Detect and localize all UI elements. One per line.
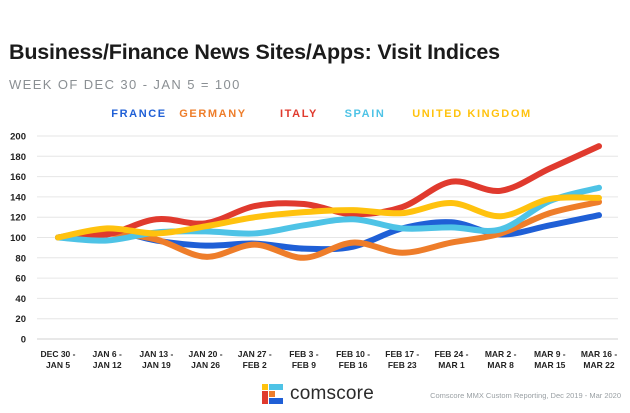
series-line-united-kingdom: [55, 194, 602, 241]
y-tick-label: 100: [10, 233, 26, 244]
x-tick-label: DEC 30 -: [41, 349, 76, 359]
legend-item: ITALY: [280, 108, 318, 120]
x-tick-label: MAR 16 -: [581, 349, 618, 359]
x-tick-label: JAN 6 -: [93, 349, 122, 359]
x-tick-label: JAN 13 -: [139, 349, 173, 359]
y-tick-label: 40: [15, 294, 26, 305]
legend-item: UNITED KINGDOM: [412, 108, 532, 120]
x-tick-label: JAN 27 -: [238, 349, 272, 359]
comscore-logo-icon: [262, 384, 283, 404]
x-tick-label: JAN 20 -: [189, 349, 223, 359]
x-tick-label: FEB 16: [339, 360, 368, 370]
y-tick-label: 60: [15, 274, 26, 285]
x-tick-label: MAR 9 -: [534, 349, 566, 359]
legend-item: GERMANY: [179, 108, 246, 120]
y-tick-label: 140: [10, 192, 26, 203]
chart-title: Business/Finance News Sites/Apps: Visit …: [9, 40, 500, 64]
y-tick-label: 160: [10, 172, 26, 183]
x-tick-label: FEB 23: [388, 360, 417, 370]
chart-subtitle: WEEK OF DEC 30 - JAN 5 = 100: [9, 77, 241, 92]
x-tick-label: MAR 15: [534, 360, 565, 370]
x-tick-label: MAR 1: [438, 360, 465, 370]
x-tick-label: FEB 2: [243, 360, 267, 370]
x-tick-label: JAN 5: [46, 360, 70, 370]
y-tick-label: 80: [15, 253, 26, 264]
x-tick-label: MAR 2 -: [485, 349, 517, 359]
legend-item: FRANCE: [111, 108, 166, 120]
x-tick-label: FEB 24 -: [434, 349, 468, 359]
y-tick-label: 180: [10, 152, 26, 163]
y-tick-label: 120: [10, 213, 26, 224]
x-tick-label: JAN 12: [93, 360, 122, 370]
x-tick-label: JAN 19: [142, 360, 171, 370]
x-tick-label: FEB 17 -: [385, 349, 419, 359]
legend-item: SPAIN: [345, 108, 386, 120]
x-tick-label: FEB 10 -: [336, 349, 370, 359]
comscore-logo: comscore: [262, 383, 374, 405]
x-tick-label: JAN 26: [191, 360, 220, 370]
y-tick-label: 200: [10, 132, 26, 143]
x-tick-label: MAR 8: [487, 360, 514, 370]
x-tick-label: FEB 9: [292, 360, 316, 370]
y-tick-label: 0: [21, 335, 26, 346]
x-tick-label: MAR 22: [583, 360, 614, 370]
source-note: Comscore MMX Custom Reporting, Dec 2019 …: [430, 391, 621, 400]
x-tick-label: FEB 3 -: [289, 349, 318, 359]
brand-name: comscore: [290, 383, 374, 404]
series-line-germany: [55, 198, 602, 261]
y-tick-label: 20: [15, 314, 26, 325]
